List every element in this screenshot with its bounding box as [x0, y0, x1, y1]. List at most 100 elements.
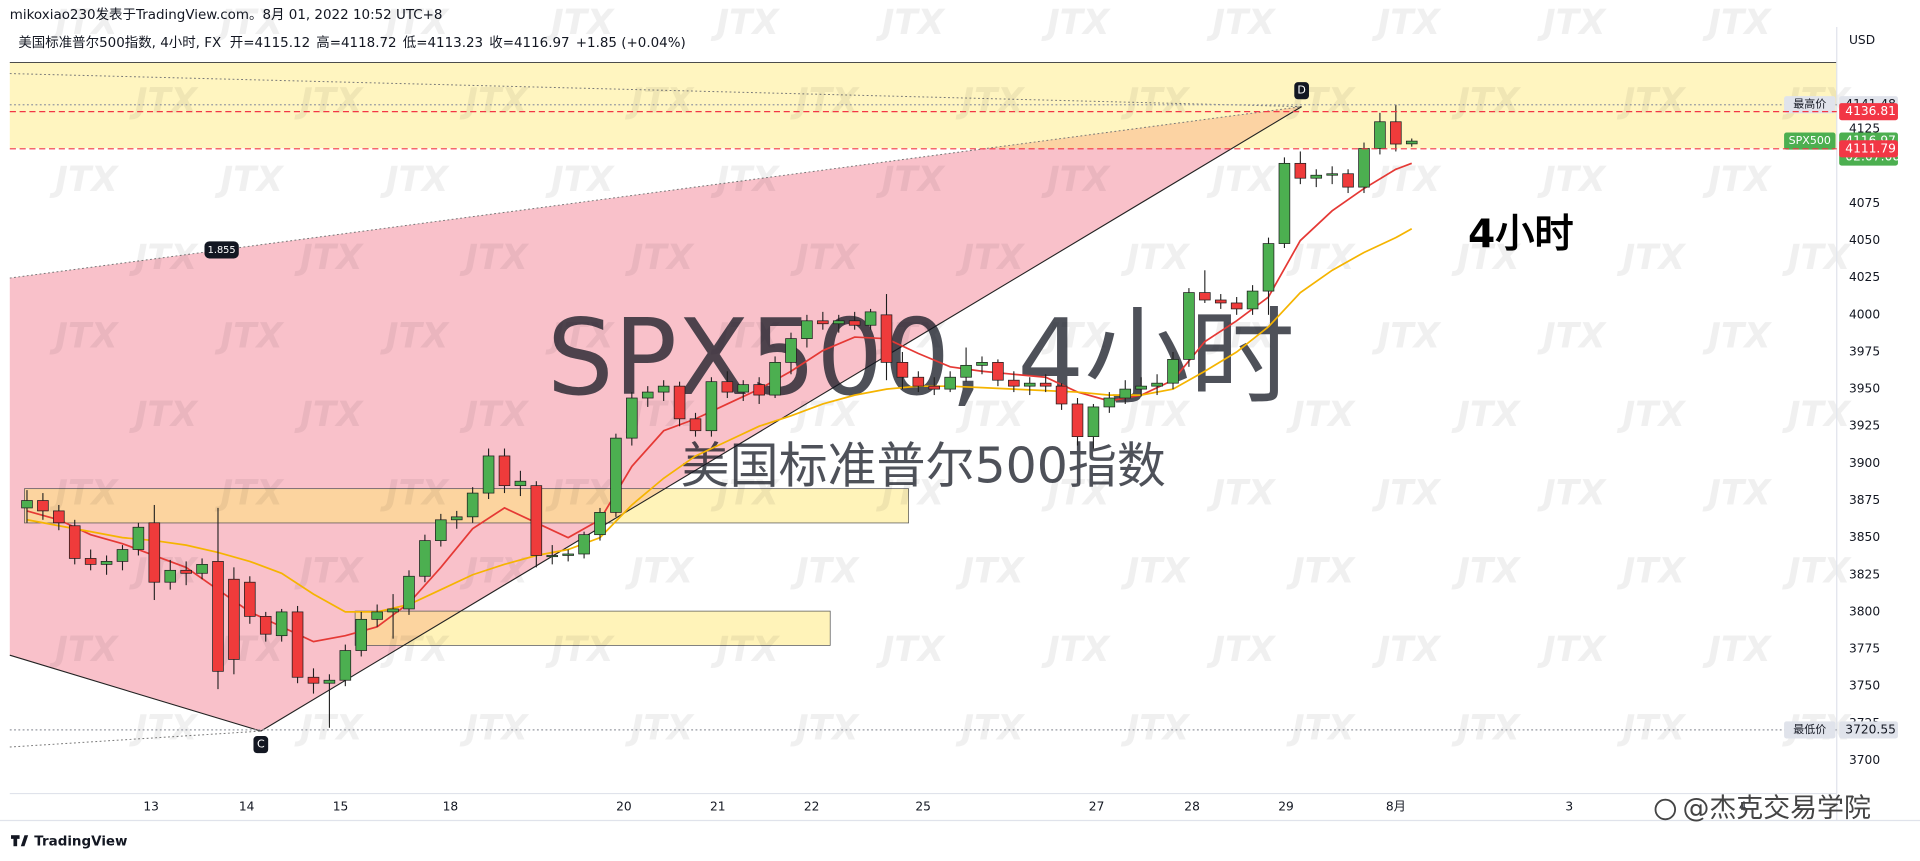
watermark: JTX [955, 552, 1025, 592]
watermark: JTX [1041, 3, 1111, 43]
candle-body [1278, 162, 1291, 244]
candle-body [371, 611, 383, 620]
candle-body [769, 362, 781, 396]
watermark: JTX [876, 473, 946, 513]
watermark: JTX [129, 708, 199, 748]
watermark: JTX [710, 317, 780, 357]
watermark: JTX [1537, 160, 1607, 200]
candle-body [912, 376, 925, 387]
watermark: JTX [1286, 395, 1356, 435]
watermark: JTX [49, 317, 119, 357]
candle-body [212, 561, 224, 672]
watermark: JTX [876, 630, 946, 670]
pattern-line [9, 730, 261, 748]
candle-body [1246, 290, 1259, 310]
candle-body [1135, 385, 1147, 390]
axes: 3700372537503775380038253850387539003925… [9, 96, 1900, 814]
ohlc-value: 4113.23 [427, 36, 483, 51]
candle-body [228, 578, 240, 660]
watermark: JTX [1702, 3, 1772, 43]
watermark: JTX [1372, 473, 1442, 513]
watermark: JTX [710, 3, 780, 43]
candle-body [435, 519, 447, 541]
candle-body [1055, 385, 1068, 405]
watermark: JTX [625, 238, 695, 278]
y-tick-label: 3950 [1849, 382, 1880, 396]
watermark: JTX [545, 473, 615, 513]
watermark: JTX [955, 81, 1025, 121]
watermark: JTX [1206, 630, 1276, 670]
candle-body [148, 522, 161, 583]
watermark: JTX [294, 395, 364, 435]
annotation: 4小时 [1468, 212, 1574, 257]
watermark: JTX [459, 238, 529, 278]
signature-icon [1654, 798, 1677, 821]
watermark: JTX [49, 3, 119, 43]
watermark: JTX [1121, 395, 1191, 435]
x-tick-label: 8月 [1386, 800, 1406, 814]
y-tick-label: 3975 [1849, 344, 1880, 358]
watermark: JTX [1206, 3, 1276, 43]
price-value: 4136.81 [1845, 104, 1896, 118]
watermark: JTX [1616, 395, 1686, 435]
candle-body [689, 418, 702, 432]
candle-body [1103, 397, 1116, 408]
candle-body [1119, 388, 1132, 399]
watermark: JTX [1537, 473, 1607, 513]
candle-body [37, 500, 49, 512]
candle-body [1087, 406, 1100, 438]
candle-body [1151, 382, 1163, 387]
watermark: JTX [1537, 3, 1607, 43]
watermark: JTX [1782, 395, 1852, 435]
watermark: JTX [1206, 160, 1276, 200]
candle-body [403, 575, 415, 610]
watermark: JTX [876, 3, 946, 43]
watermark: JTX [1537, 630, 1607, 670]
ratio-box [204, 241, 239, 259]
watermark: JTX [545, 317, 615, 357]
candle-body [1262, 243, 1275, 292]
resistance-zone [9, 62, 1837, 149]
price-value-box [1839, 140, 1898, 158]
watermark: JTX [625, 552, 695, 592]
watermark: JTX [1782, 238, 1852, 278]
candle-body [275, 611, 288, 637]
price-value-box [1839, 103, 1898, 121]
x-tick-label: 15 [333, 800, 349, 814]
candle-body [864, 311, 877, 326]
y-tick-label: 3700 [1849, 753, 1880, 767]
signature: @杰克交易学院 [1682, 793, 1871, 824]
candle-body [1358, 148, 1370, 188]
support-zone [354, 610, 831, 646]
price-tag-box [1784, 96, 1836, 114]
watermark: JTX [49, 630, 119, 670]
pattern-line [9, 73, 1302, 108]
description-watermark: 美国标准普尔500指数 [681, 438, 1166, 495]
candle-body [307, 676, 320, 684]
ohlc-value: 4116.97 [514, 36, 570, 51]
candle-body [705, 381, 718, 432]
candle-body [1230, 302, 1243, 310]
watermark: JTX [1616, 238, 1686, 278]
watermark: JTX [1702, 317, 1772, 357]
candle-body [482, 455, 495, 494]
candle-body [291, 611, 304, 678]
watermark: JTX [1372, 630, 1442, 670]
point-box [253, 736, 269, 754]
price-tag-box [1784, 132, 1836, 150]
candle-body [1326, 173, 1338, 176]
candle-body [1405, 140, 1418, 145]
candle-body [1390, 121, 1402, 145]
candle-body [196, 564, 208, 574]
candle-body [944, 376, 956, 390]
watermark: JTX [876, 160, 946, 200]
candle-body [466, 492, 479, 518]
y-tick-label: 3875 [1849, 493, 1880, 507]
watermark: JTX [1041, 160, 1111, 200]
price-tag: 最高价 [1793, 97, 1826, 111]
watermark: JTX [790, 708, 860, 748]
watermark: JTX [1702, 630, 1772, 670]
logo-mark [11, 835, 20, 839]
watermark: JTX [1782, 552, 1852, 592]
